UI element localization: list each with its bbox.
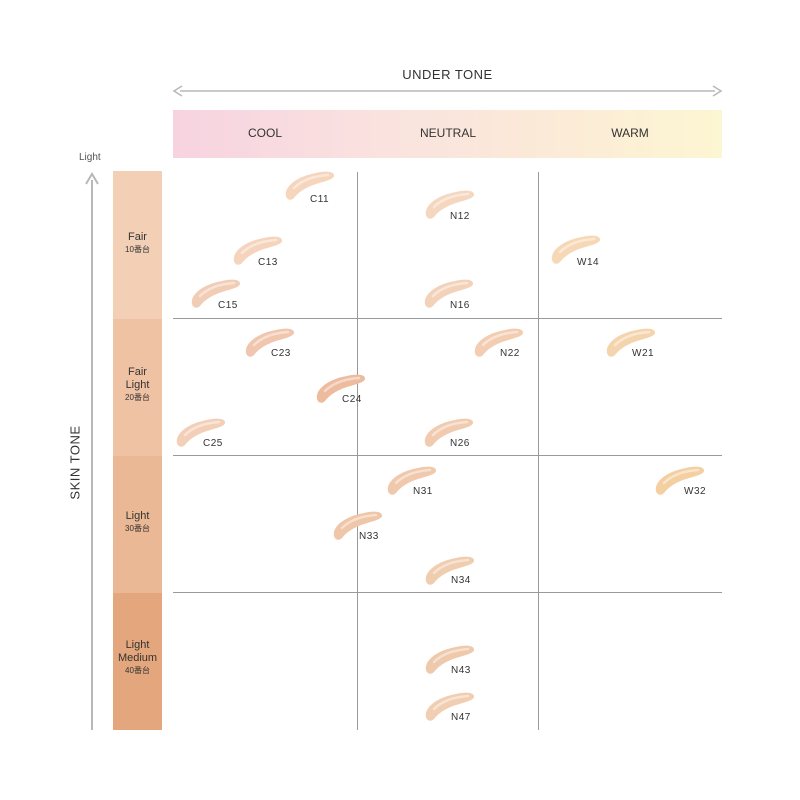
shade-label-n47: N47	[451, 712, 471, 723]
shade-swatch-w14	[551, 235, 601, 264]
shade-label-n16: N16	[450, 300, 470, 311]
shade-smear	[387, 466, 437, 495]
tone-label-fair-light: Fair Light 20番台	[125, 366, 150, 402]
shade-swatch-n12	[425, 190, 475, 219]
shade-swatch-c23	[245, 328, 295, 357]
shade-swatch-c11	[285, 171, 335, 200]
shade-swatch-w21	[606, 328, 656, 357]
shade-smear	[191, 279, 241, 308]
shade-label-w21: W21	[632, 348, 655, 359]
light-end-label: Light	[79, 152, 101, 163]
undertone-gradient-bar	[173, 110, 722, 158]
shade-label-n12: N12	[450, 211, 470, 222]
shade-smear	[606, 328, 656, 357]
shade-swatch-n31	[387, 466, 437, 495]
shade-smear	[425, 645, 475, 674]
shade-swatch-c24	[316, 374, 366, 403]
shade-smear	[551, 235, 601, 264]
shade-label-c11: C11	[310, 194, 330, 205]
shade-swatch-n16	[424, 279, 474, 308]
shade-smear	[333, 511, 383, 540]
tone-band-fair	[113, 171, 162, 319]
shade-swatch-n43	[425, 645, 475, 674]
shade-smear	[316, 374, 366, 403]
shade-smear	[425, 190, 475, 219]
shade-label-n33: N33	[359, 531, 379, 542]
shade-smear	[474, 328, 524, 357]
shade-swatch-c15	[191, 279, 241, 308]
shade-swatch-n47	[425, 692, 475, 721]
shade-swatch-c13	[233, 236, 283, 265]
shade-label-c13: C13	[258, 257, 278, 268]
grid-line-col-1	[357, 172, 358, 730]
shade-swatch-n26	[424, 418, 474, 447]
shade-label-c15: C15	[218, 300, 238, 311]
shade-label-n22: N22	[500, 348, 520, 359]
shade-smear	[655, 466, 705, 495]
shade-smear	[245, 328, 295, 357]
shade-smear	[285, 171, 335, 200]
shade-label-n31: N31	[413, 486, 433, 497]
shade-label-n43: N43	[451, 665, 471, 676]
shade-swatch-n33	[333, 511, 383, 540]
shade-swatch-w32	[655, 466, 705, 495]
undertone-neutral-label: NEUTRAL	[419, 126, 476, 140]
tone-band-light	[113, 456, 162, 593]
undertone-cool-label: COOL	[247, 126, 282, 140]
shade-swatch-n22	[474, 328, 524, 357]
shade-label-c25: C25	[203, 438, 223, 449]
shade-smear	[424, 418, 474, 447]
grid-line-row-1	[173, 318, 722, 319]
undertone-axis-title: UNDER TONE	[402, 67, 493, 82]
shade-label-w32: W32	[684, 486, 707, 497]
shade-smear	[424, 279, 474, 308]
shade-smear	[233, 236, 283, 265]
grid-line-row-3	[173, 592, 722, 593]
shade-label-c24: C24	[342, 394, 362, 405]
grid-line-row-2	[173, 455, 722, 456]
shade-swatch-c25	[176, 418, 226, 447]
shade-smear	[176, 418, 226, 447]
shade-smear	[425, 556, 475, 585]
shade-label-n34: N34	[451, 575, 471, 586]
undertone-warm-label: WARM	[611, 126, 649, 140]
shade-label-w14: W14	[577, 257, 600, 268]
tone-label-light: Light 30番台	[125, 510, 150, 533]
tone-band-fair-light	[113, 319, 162, 456]
tone-label-light-medium: Light Medium 40番台	[117, 639, 158, 675]
shade-swatch-n34	[425, 556, 475, 585]
shade-label-c23: C23	[271, 348, 291, 359]
shade-label-n26: N26	[450, 438, 470, 449]
grid-line-col-2	[538, 172, 539, 730]
shade-smear	[425, 692, 475, 721]
tone-label-fair: Fair 10番台	[125, 231, 150, 254]
tone-band-light-medium	[113, 593, 162, 730]
